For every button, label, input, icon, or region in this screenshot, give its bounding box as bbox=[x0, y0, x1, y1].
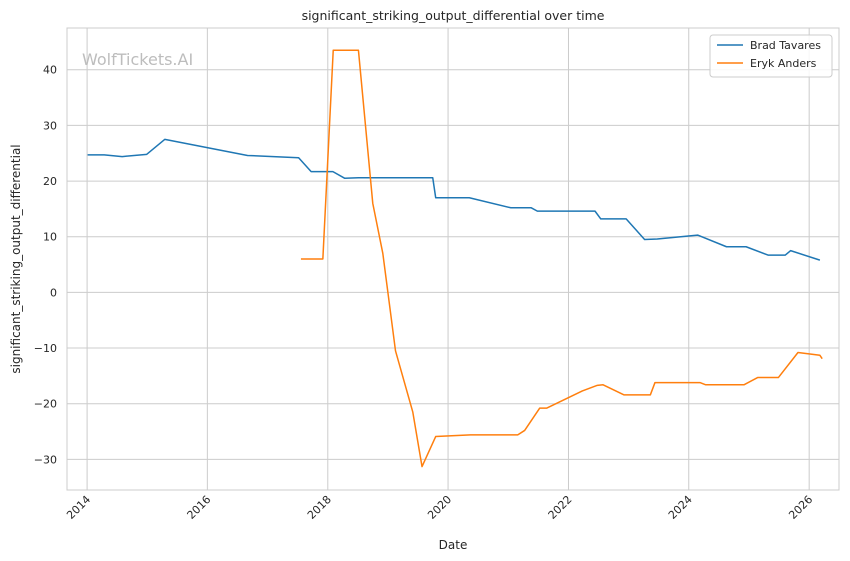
legend: Brad Tavares Eryk Anders bbox=[709, 34, 833, 78]
legend-label-brad-tavares: Brad Tavares bbox=[750, 39, 821, 52]
x-tick-label: 2026 bbox=[786, 493, 815, 522]
y-tick-labels: 40 30 20 10 0 −10 −20 −30 bbox=[34, 64, 57, 467]
x-tick-label: 2014 bbox=[64, 493, 93, 522]
x-tick-label: 2022 bbox=[546, 493, 575, 522]
y-tick-label: −30 bbox=[34, 453, 57, 466]
series-line-brad-tavares bbox=[87, 138, 821, 261]
y-tick-label: 0 bbox=[50, 286, 57, 299]
x-tick-label: 2016 bbox=[184, 493, 213, 522]
x-axis-label: Date bbox=[439, 538, 468, 552]
legend-label-eryk-anders: Eryk Anders bbox=[750, 57, 817, 70]
y-tick-label: 30 bbox=[43, 119, 57, 132]
series-line-eryk-anders bbox=[300, 49, 823, 468]
y-tick-label: 10 bbox=[43, 231, 57, 244]
watermark-text: WolfTickets.AI bbox=[82, 50, 193, 69]
y-tick-label: 20 bbox=[43, 175, 57, 188]
plot-area-background bbox=[67, 28, 839, 490]
plot-frame bbox=[66, 27, 840, 491]
x-tick-label: 2020 bbox=[425, 493, 454, 522]
chart-title: significant_striking_output_differential… bbox=[302, 8, 605, 23]
y-gridlines bbox=[67, 69, 839, 460]
x-tick-labels: 2014 2016 2018 2020 2022 2024 2026 bbox=[64, 493, 815, 522]
y-tick-label: −20 bbox=[34, 398, 57, 411]
x-tick-label: 2024 bbox=[666, 493, 695, 522]
series-lines bbox=[87, 49, 823, 468]
x-gridlines bbox=[86, 28, 810, 490]
x-tick-label: 2018 bbox=[305, 493, 334, 522]
y-axis-label: significant_striking_output_differential bbox=[9, 144, 23, 373]
y-tick-label: 40 bbox=[43, 64, 57, 77]
y-tick-label: −10 bbox=[34, 342, 57, 355]
